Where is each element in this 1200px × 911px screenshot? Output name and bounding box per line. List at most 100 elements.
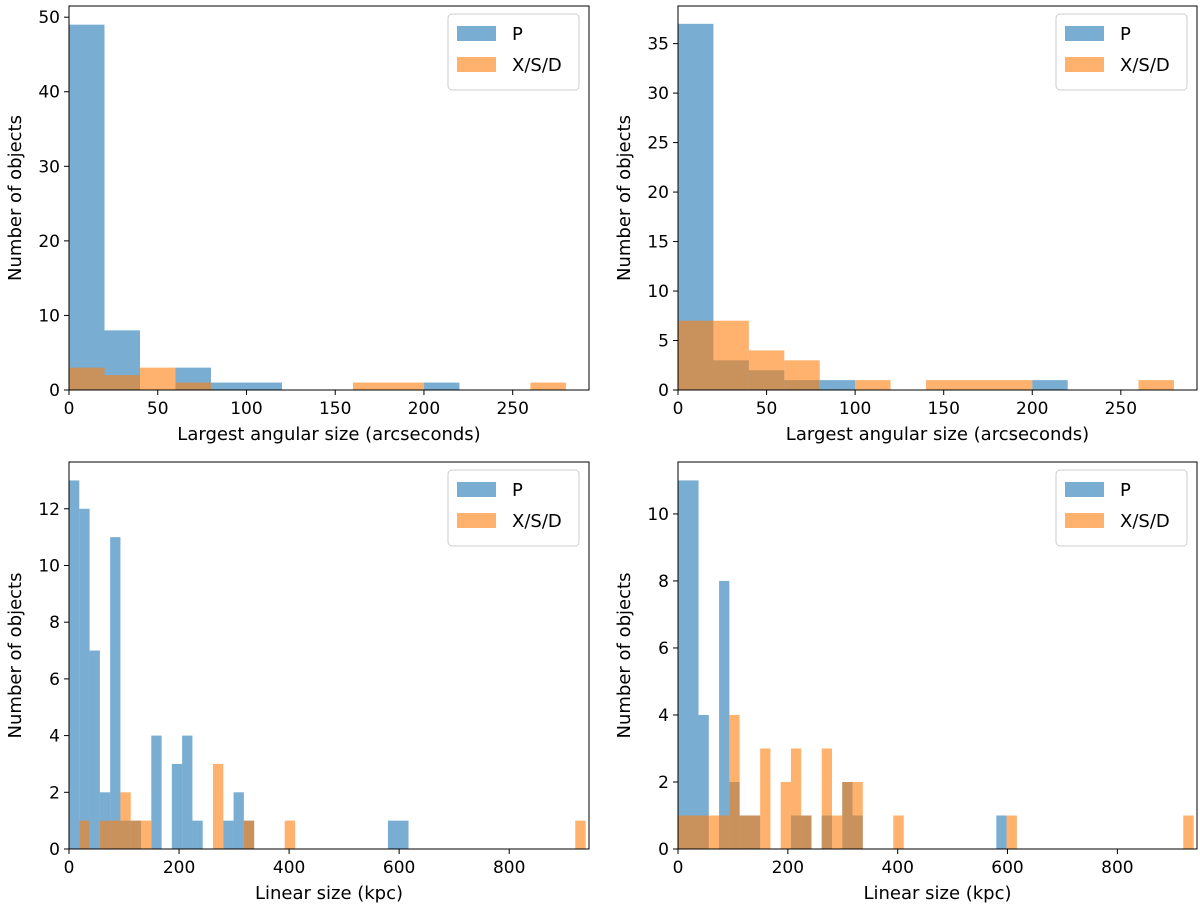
bar-XSD-9 bbox=[821, 748, 832, 849]
y-axis-label: Number of objects bbox=[5, 573, 26, 739]
legend: P X/S/D bbox=[1055, 13, 1188, 91]
y-axis-label: Number of objects bbox=[614, 115, 635, 281]
y-tick-label: 0 bbox=[49, 381, 60, 401]
chart-panel-bottom-left: 0 200 400 600 800 0 2 4 6 8 10 12 Linear size (kpc) N… bbox=[5, 461, 590, 904]
y-tick-label: 0 bbox=[49, 840, 60, 860]
y-tick-label: 12 bbox=[38, 500, 60, 520]
x-axis-label: Largest angular size (arcseconds) bbox=[177, 424, 480, 445]
y-tick-label: 6 bbox=[49, 670, 60, 690]
bar-P-10 bbox=[996, 815, 1007, 849]
bar-XSD-2 bbox=[139, 367, 176, 390]
bar-XSD-0 bbox=[79, 820, 90, 849]
y-tick-label: 25 bbox=[647, 134, 669, 154]
legend: P X/S/D bbox=[447, 13, 580, 91]
y-tick-label: 4 bbox=[49, 727, 60, 747]
bar-XSD-5 bbox=[760, 748, 771, 849]
x-tick-label: 150 bbox=[927, 399, 959, 419]
x-axis-label: Linear size (kpc) bbox=[863, 883, 1011, 904]
bar-XSD-4 bbox=[739, 815, 761, 849]
bar-P-3 bbox=[210, 382, 282, 390]
bar-P-8 bbox=[171, 763, 183, 849]
bar-XSD-4 bbox=[352, 382, 424, 390]
bar-XSD-8 bbox=[575, 820, 586, 849]
y-tick-label: 10 bbox=[647, 505, 669, 525]
x-tick-label: 800 bbox=[493, 858, 525, 878]
bar-XSD-5 bbox=[530, 382, 566, 390]
x-tick-label: 250 bbox=[1105, 399, 1137, 419]
bar-XSD-0 bbox=[678, 320, 714, 390]
bar-XSD-6 bbox=[1138, 380, 1174, 390]
y-tick-label: 10 bbox=[647, 282, 669, 302]
bar-P-0 bbox=[678, 480, 699, 849]
series-XSD bbox=[678, 714, 1194, 849]
y-tick-label: 30 bbox=[647, 84, 669, 104]
x-tick-label: 400 bbox=[881, 858, 913, 878]
bar-P-14 bbox=[387, 820, 409, 849]
x-tick-label: 50 bbox=[756, 399, 778, 419]
bar-XSD-2 bbox=[110, 820, 121, 849]
bar-XSD-5 bbox=[925, 380, 1033, 390]
y-axis-label: Number of objects bbox=[614, 573, 635, 739]
legend-swatch-P bbox=[1065, 26, 1104, 41]
bar-XSD-7 bbox=[790, 748, 802, 849]
bar-XSD-3 bbox=[729, 714, 740, 849]
y-tick-label: 30 bbox=[38, 157, 60, 177]
x-tick-label: 200 bbox=[163, 858, 195, 878]
series-XSD bbox=[69, 367, 566, 390]
legend-label-XSD: X/S/D bbox=[512, 55, 562, 76]
y-tick-label: 10 bbox=[38, 556, 60, 576]
x-axis-label: Largest angular size (arcseconds) bbox=[786, 424, 1089, 445]
bar-P-2 bbox=[89, 650, 100, 849]
x-tick-label: 50 bbox=[147, 399, 169, 419]
axes-frame bbox=[677, 5, 1198, 391]
bar-P-1 bbox=[79, 508, 90, 849]
bar-P-2 bbox=[719, 580, 730, 849]
bar-XSD-1 bbox=[104, 375, 140, 390]
x-tick-label: 600 bbox=[383, 858, 415, 878]
bar-XSD-8 bbox=[801, 815, 812, 849]
y-tick-label: 4 bbox=[658, 706, 669, 726]
legend-label-P: P bbox=[512, 480, 523, 501]
series-P bbox=[69, 24, 460, 390]
x-tick-label: 200 bbox=[772, 858, 804, 878]
y-tick-label: 15 bbox=[647, 233, 669, 253]
bar-XSD-6 bbox=[243, 820, 255, 849]
legend-label-P: P bbox=[1120, 480, 1131, 501]
bar-P-7 bbox=[151, 735, 162, 849]
bar-XSD-1 bbox=[99, 820, 111, 849]
y-axis-label: Number of objects bbox=[5, 115, 26, 281]
axes-frame bbox=[68, 461, 590, 850]
bar-XSD-2 bbox=[748, 350, 785, 390]
bar-XSD-12 bbox=[852, 781, 863, 849]
x-tick-label: 800 bbox=[1101, 858, 1133, 878]
y-tick-label: 35 bbox=[647, 35, 669, 55]
bar-XSD-14 bbox=[1006, 815, 1017, 849]
bar-XSD-3 bbox=[175, 382, 211, 390]
bar-XSD-0 bbox=[678, 815, 709, 849]
bar-P-10 bbox=[192, 820, 203, 849]
bar-P-11 bbox=[223, 820, 234, 849]
bar-XSD-4 bbox=[855, 380, 891, 390]
x-tick-label: 200 bbox=[408, 399, 440, 419]
y-tick-label: 6 bbox=[658, 639, 669, 659]
y-tick-label: 8 bbox=[49, 613, 60, 633]
bar-P-0 bbox=[69, 480, 80, 849]
bar-XSD-1 bbox=[708, 815, 720, 849]
y-tick-label: 0 bbox=[658, 381, 669, 401]
y-tick-label: 20 bbox=[647, 183, 669, 203]
axes-frame bbox=[68, 5, 590, 391]
legend-swatch-P bbox=[457, 26, 496, 41]
legend-label-XSD: X/S/D bbox=[512, 511, 562, 532]
bar-P-5 bbox=[1032, 380, 1068, 390]
chart-panel-bottom-right: 0 200 400 600 800 0 2 4 6 8 10 Linear size (kpc) Num… bbox=[614, 461, 1198, 904]
x-tick-label: 150 bbox=[319, 399, 351, 419]
x-tick-label: 0 bbox=[64, 858, 75, 878]
chart-panel-top-right: 0 50 100 150 200 250 0 5 10 15 20 25 30 35 Largest ang… bbox=[614, 5, 1198, 445]
bar-XSD-10 bbox=[831, 815, 843, 849]
bar-P-9 bbox=[182, 735, 193, 849]
legend: P X/S/D bbox=[447, 469, 580, 547]
y-tick-label: 2 bbox=[49, 783, 60, 803]
legend-swatch-XSD bbox=[457, 57, 496, 72]
bar-P-0 bbox=[69, 24, 105, 390]
